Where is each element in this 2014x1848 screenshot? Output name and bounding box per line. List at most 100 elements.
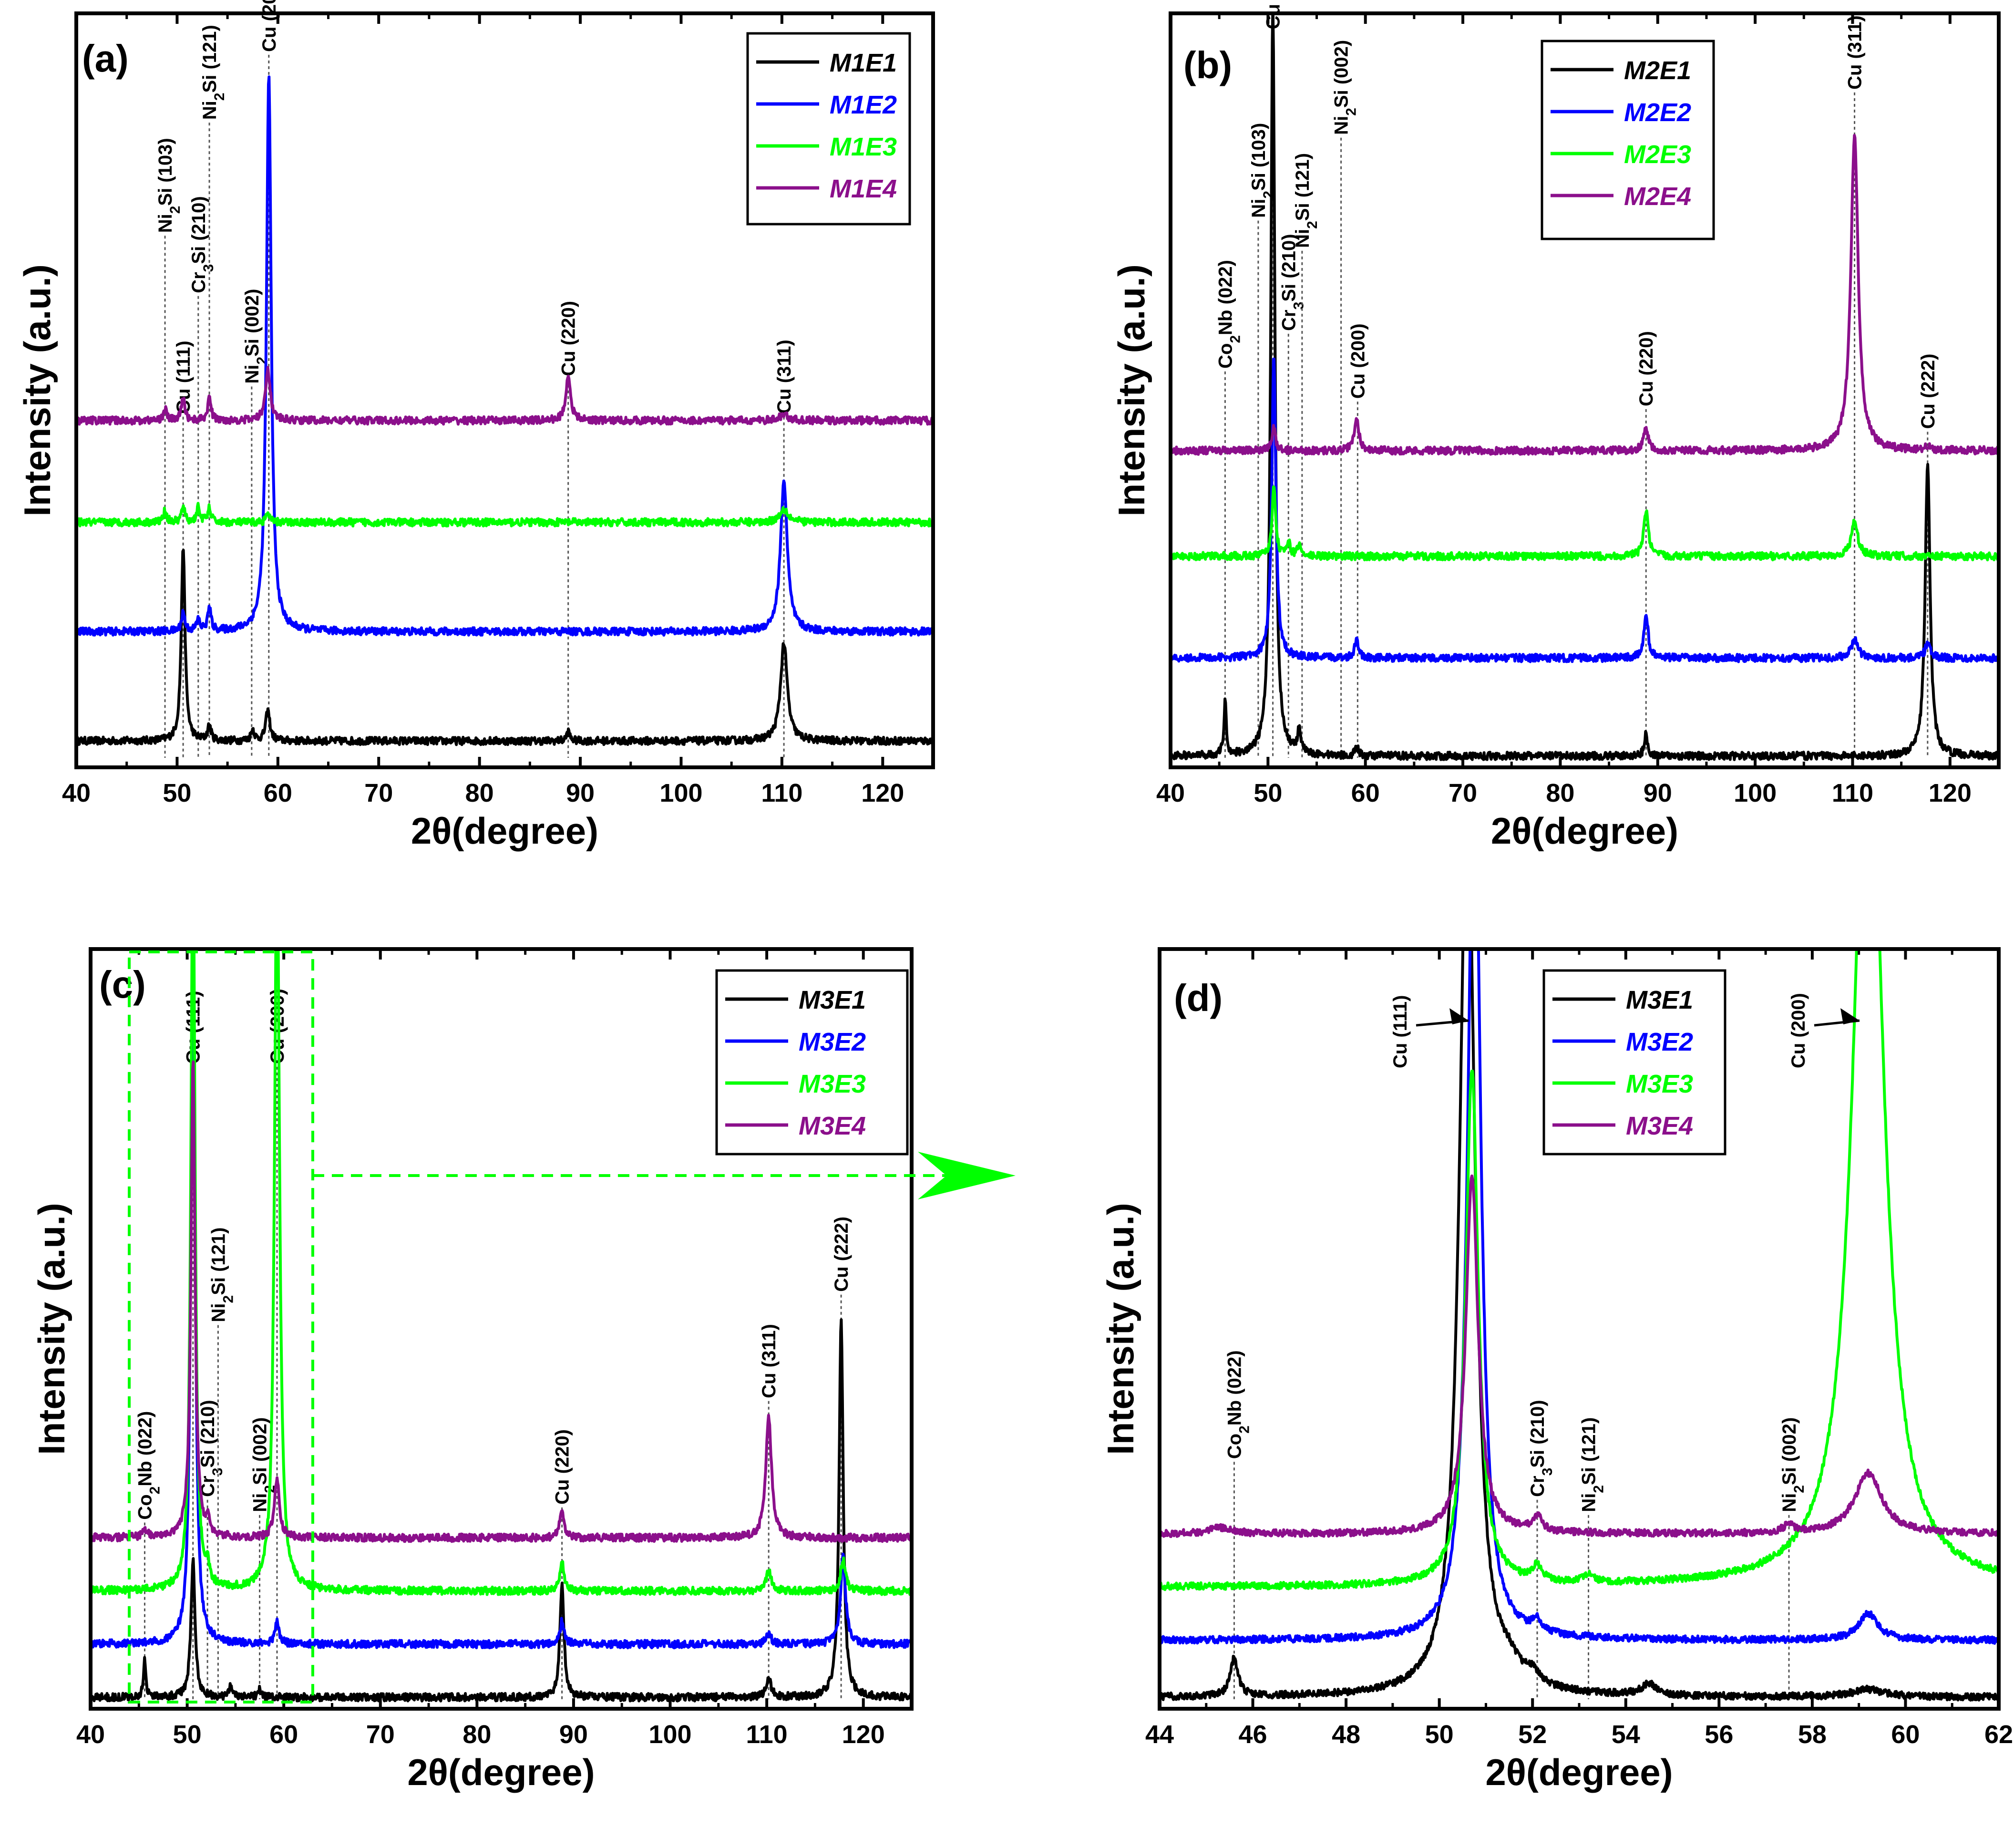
arrow-peak-label: Cu (111) [1390,995,1411,1068]
x-tick-label: 80 [1546,779,1574,807]
legend: M3E1 M3E2 M3E3 M3E4 [1542,969,1726,1156]
x-tick-label: 70 [364,779,393,807]
legend-entry: M3E3 [799,1070,866,1098]
x-tick-label: 120 [1929,779,1972,807]
x-tick-label: 100 [1734,779,1777,807]
x-tick-label: 50 [173,1720,202,1749]
x-axis-label: 2θ(degree) [407,1751,595,1793]
series-line-M3E4 [1160,1174,1999,1538]
x-tick-label: 110 [761,779,802,807]
peak-label: Cr3Si (210) [188,196,216,293]
peak-label: Cu (220) [1636,331,1657,406]
peak-label: Cu (200) [259,0,280,52]
series-line-M3E3 [91,949,912,1596]
peak-label: Cu (200) [1347,323,1368,399]
peak-label: Co2Nb (022) [1215,260,1243,369]
legend-entry: M1E3 [830,133,897,161]
x-tick-label: 70 [1449,779,1477,807]
legend-entry: M3E1 [1626,986,1693,1014]
x-tick-label: 60 [264,779,292,807]
legend: M1E1 M1E2 M1E3 M1E4 [746,32,911,226]
plot-frame [1169,11,2001,769]
legend-entry: M2E4 [1624,182,1691,211]
x-axis-label: 2θ(degree) [1491,810,1678,852]
peak-label: Cu (222) [1918,354,1939,429]
peak-label: Cu (220) [552,1429,573,1505]
legend-box [1541,40,1715,240]
peak-label: Co2Nb (022) [1224,1350,1252,1459]
x-tick-label: 100 [659,779,702,807]
x-tick-label: 60 [269,1720,298,1749]
legend-entry: M1E4 [830,175,897,203]
plot-frame [89,947,914,1711]
x-tick-label: 58 [1798,1720,1827,1749]
xrd-panel-d: Co2Nb (022) Cr3Si (210) Ni2Si (121) Ni2Si (… [1099,947,2013,1793]
arrow-head [1449,1008,1469,1024]
x-tick-label: 70 [366,1720,395,1749]
peak-label: Cu (222) [831,1217,852,1292]
y-axis-label: Intensity (a.u.) [31,1203,72,1455]
zoom-box [128,950,314,1703]
peak-label: Cu (311) [1845,15,1866,90]
panel-label: (c) [99,963,146,1006]
x-tick-label: 110 [746,1720,788,1749]
x-tick-label: 50 [163,779,191,807]
series-line-M1E1 [76,548,933,746]
legend-entry: M2E3 [1624,140,1691,169]
peak-label: Cr3Si (210) [197,1400,226,1497]
peak-label: Ni2Si (103) [1248,123,1276,218]
x-tick-label: 90 [1644,779,1672,807]
peak-label: Ni2Si (121) [1292,153,1320,248]
y-axis-label: Intensity (a.u.) [1110,264,1152,516]
peak-label: Ni2Si (121) [199,25,227,120]
xrd-panel-c: Co2Nb (022)Cu (111)Cr3Si (210)Ni2Si (121… [31,947,1016,1793]
legend-entry: M3E2 [799,1028,866,1056]
legend-entry: M3E2 [1626,1028,1693,1056]
legend-box [1542,969,1726,1156]
arrow-head [1840,1008,1860,1024]
x-tick-label: 60 [1891,1720,1920,1749]
zoom-arrow-head [918,1152,1016,1199]
peak-label: Cu (220) [558,301,579,376]
xrd-panel-b: Co2Nb (022)Ni2Si (103)Cu (111)Cr3Si (210… [1110,0,2001,852]
x-tick-label: 110 [1832,779,1873,807]
peak-label: Ni2Si (121) [208,1228,236,1322]
legend-entry: M3E3 [1626,1070,1693,1098]
x-tick-label: 48 [1332,1720,1360,1749]
peak-label: Ni2Si (103) [155,138,183,233]
x-tick-label: 44 [1145,1720,1174,1749]
peak-label: Cr3Si (210) [1278,234,1306,330]
x-tick-label: 50 [1425,1720,1454,1749]
x-tick-label: 120 [861,779,904,807]
legend-entry: M3E4 [799,1112,866,1140]
series-line-M1E3 [76,502,933,528]
peak-label: Ni2Si (002) [1779,1417,1807,1512]
peak-label: Cr3Si (210) [1527,1400,1555,1497]
series-line-M2E4 [1171,134,1999,456]
y-axis-label: Intensity (a.u.) [1099,1203,1141,1455]
legend: M2E1 M2E2 M2E3 M2E4 [1541,40,1715,240]
panel-label: (a) [82,37,129,80]
peak-label: Cu (311) [774,340,795,414]
x-tick-label: 40 [62,779,91,807]
x-tick-label: 60 [1351,779,1380,807]
x-tick-label: 90 [566,779,595,807]
x-tick-label: 54 [1612,1720,1640,1749]
x-tick-label: 80 [465,779,494,807]
x-axis-label: 2θ(degree) [1485,1751,1673,1793]
plot-frame [74,11,935,769]
x-tick-label: 100 [648,1720,691,1749]
xrd-panel-a: Ni2Si (103)Cu (111)Cr3Si (210)Ni2Si (121… [16,0,935,852]
series-line-M3E4 [91,1060,912,1543]
series-line-M3E1 [91,1318,912,1703]
peak-label: Ni2Si (121) [1579,1417,1607,1512]
series-line-M1E2 [76,75,933,637]
x-tick-label: 56 [1705,1720,1733,1749]
panel-label: (b) [1183,44,1232,86]
arrow-peak-label: Cu (200) [1788,993,1809,1068]
x-tick-label: 62 [1984,1720,2013,1749]
x-axis-label: 2θ(degree) [411,810,598,852]
legend: M3E1 M3E2 M3E3 M3E4 [715,969,909,1156]
series-line-M2E2 [1171,357,1999,663]
series-line-M3E3 [1160,949,1999,1591]
